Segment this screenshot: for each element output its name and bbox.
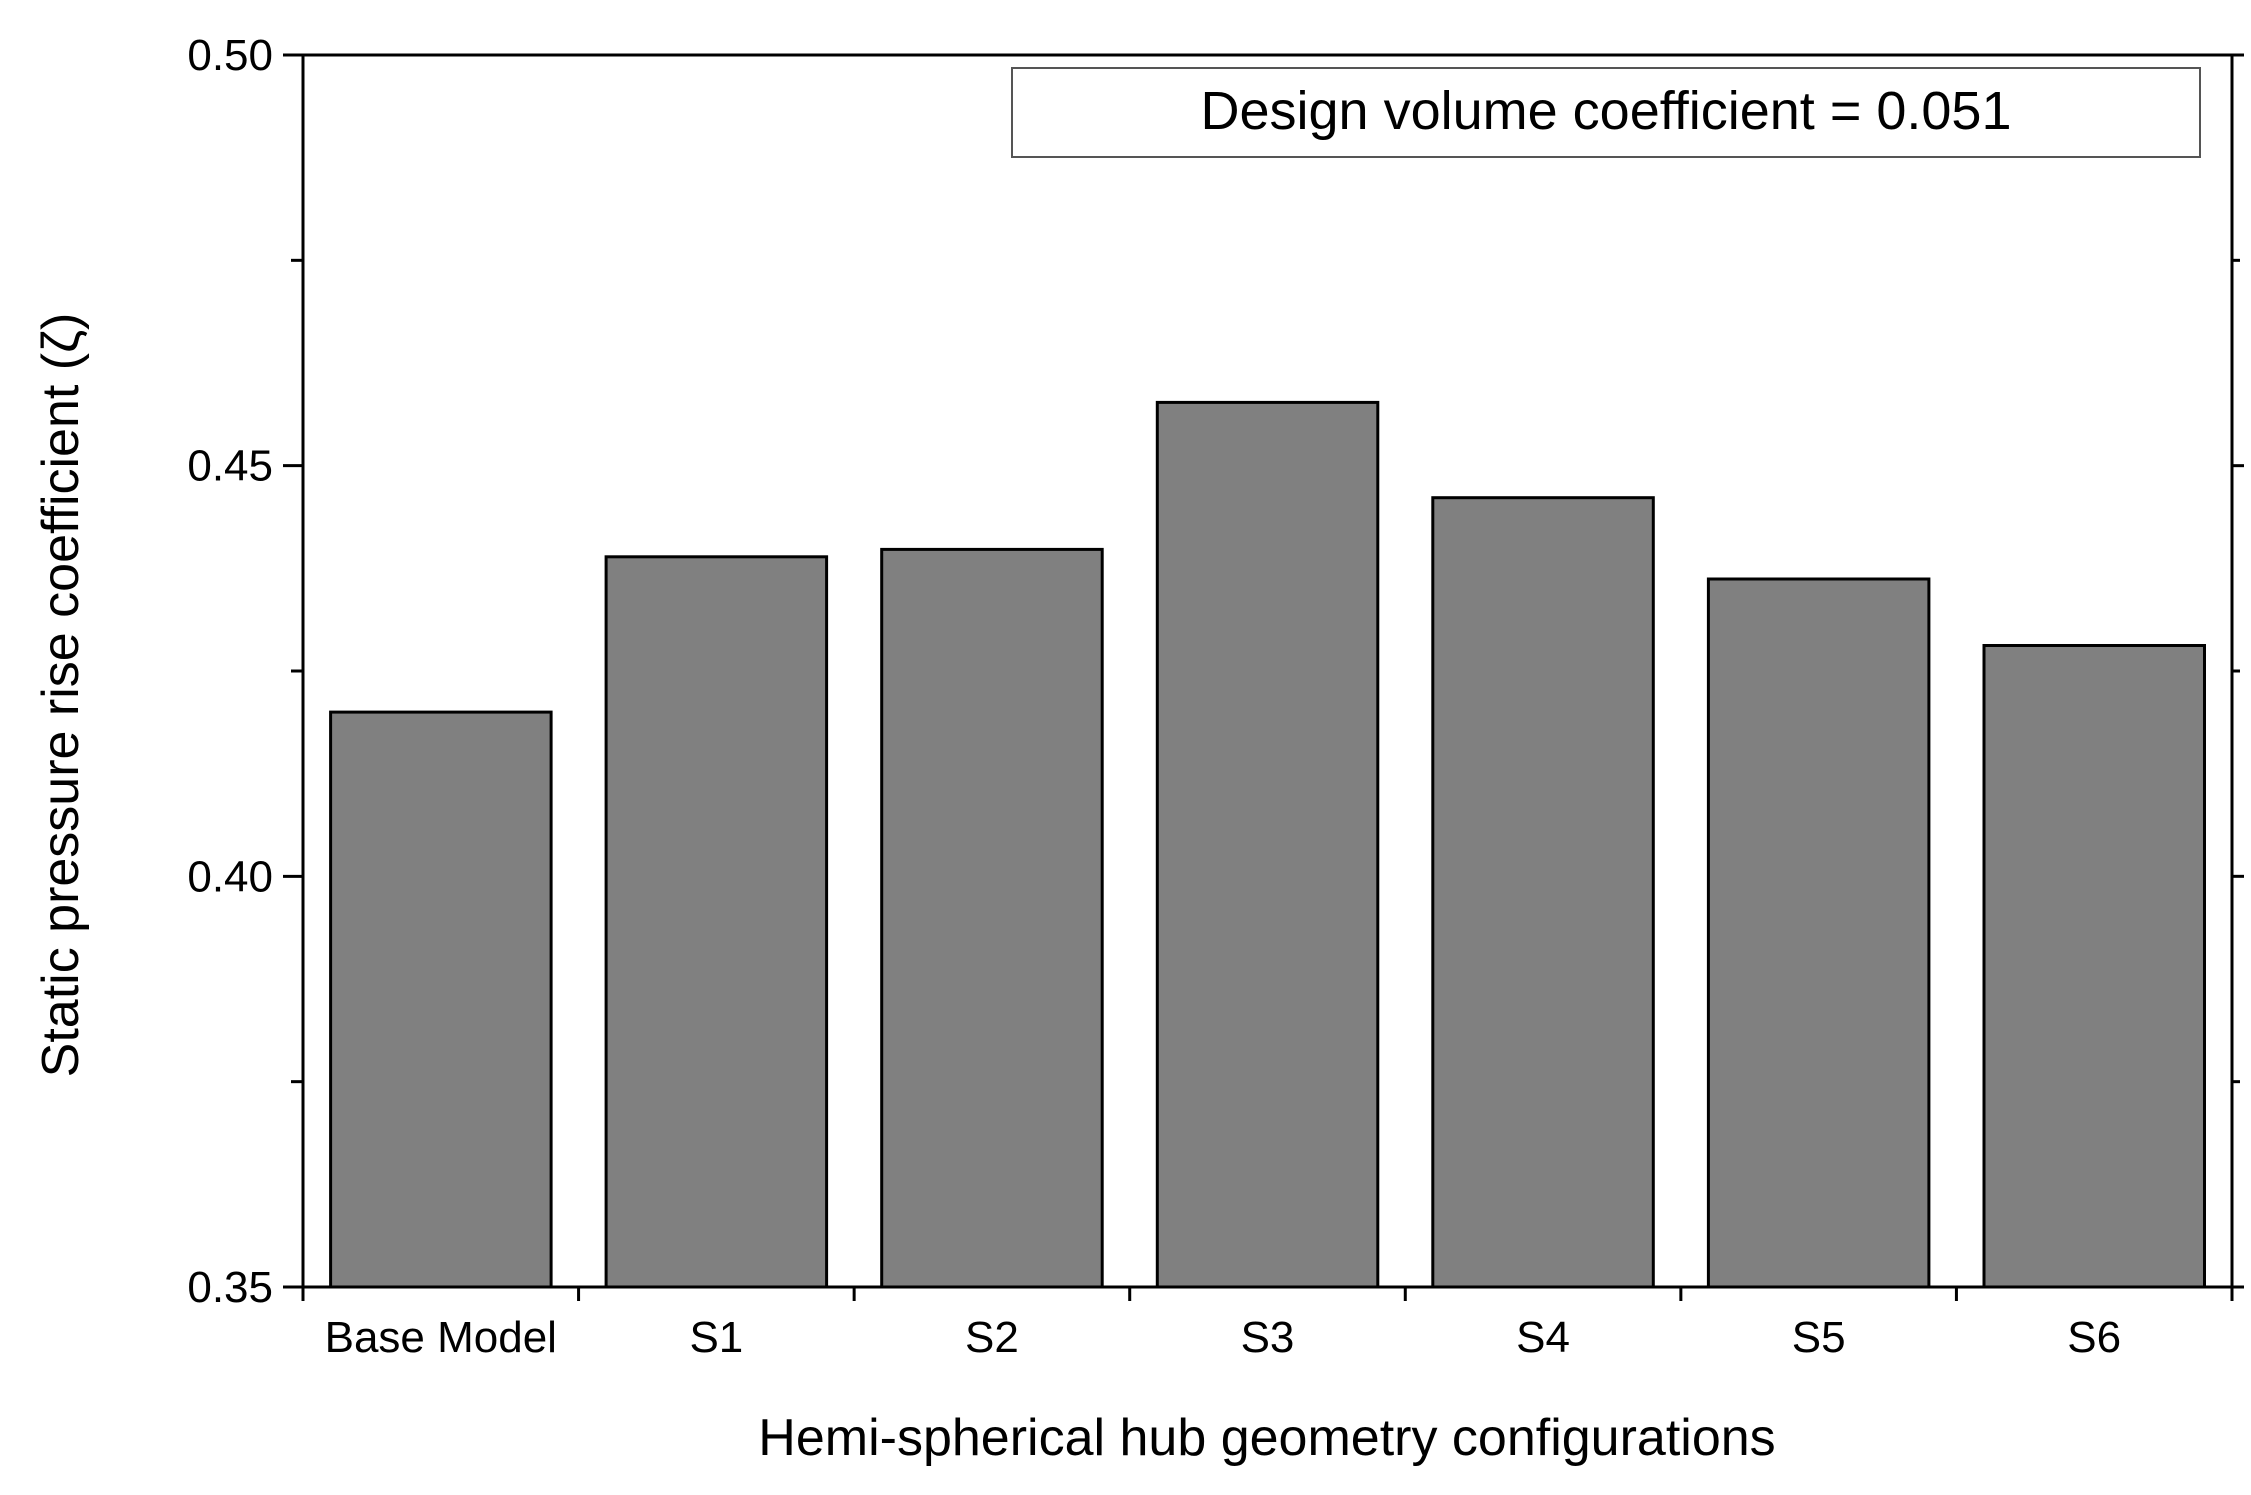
bar-s5: [1706, 577, 1931, 1289]
annotation-box: Design volume coefficient = 0.051: [1011, 67, 2201, 158]
annotation-frame: [1011, 67, 2201, 158]
bar-s4: [1431, 496, 1655, 1289]
x-tick-label: S4: [1516, 1313, 1570, 1362]
y-tick-label: 0.50: [187, 31, 273, 80]
bar-s3: [1155, 400, 1380, 1289]
x-tick-label: S1: [689, 1313, 743, 1362]
y-axis-title: Static pressure rise coefficient (ζ): [32, 313, 90, 1078]
x-axis-title: Hemi-spherical hub geometry configuratio…: [758, 1409, 1775, 1467]
x-tick-label: S6: [2067, 1313, 2121, 1362]
bar-s2: [880, 547, 1104, 1289]
y-tick-label: 0.35: [187, 1263, 273, 1312]
y-tick-label: 0.40: [187, 852, 273, 901]
annotation-text: Design volume coefficient = 0.051: [1200, 81, 2011, 141]
x-tick-label: S2: [965, 1313, 1019, 1362]
bar-s1: [604, 555, 829, 1289]
bars-group: [329, 400, 2206, 1289]
x-tick-label: S3: [1241, 1313, 1295, 1362]
x-tick-label: Base Model: [325, 1313, 557, 1362]
bar-s6: [1982, 644, 2206, 1289]
x-tick-label: S5: [1792, 1313, 1846, 1362]
bar-base-model: [329, 710, 553, 1289]
y-tick-label: 0.45: [187, 442, 273, 491]
ticks-group: 0.35 0.40 0.45 0.50 Base Model S1 S2 S3 S4 S5 S6: [187, 31, 2244, 1362]
